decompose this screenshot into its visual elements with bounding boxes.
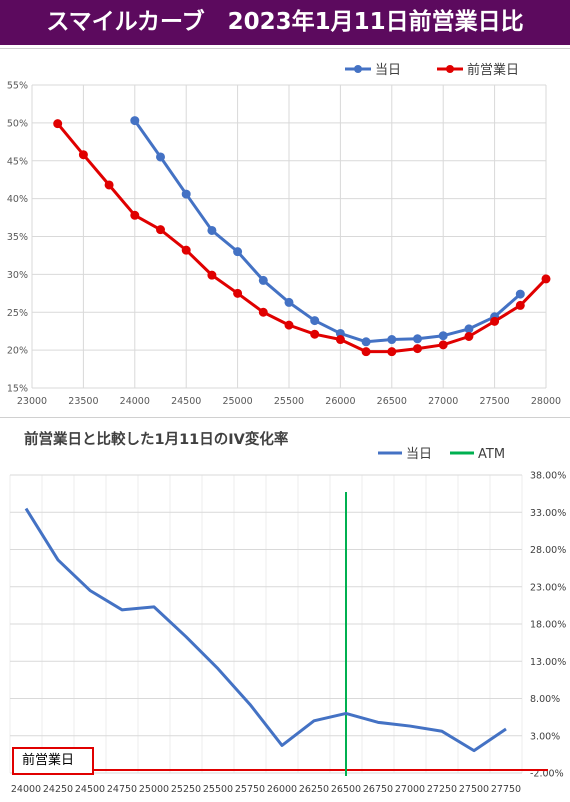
iv-change-line [24, 507, 507, 753]
series-prev-point [104, 180, 114, 190]
chart2-x-tick: 24250 [43, 784, 73, 795]
chart1-x-tick: 27500 [479, 396, 509, 407]
iv-change-panel: 前営業日と比較した1月11日のIV変化率 -2.00% 3.00% 8.00% 13.… [0, 420, 570, 802]
series-today-point [156, 152, 165, 162]
smile-curve-panel: 23000 23500 24000 24500 25000 25500 26000 26500… [0, 48, 570, 418]
smile-curve-chart: 23000 23500 24000 24500 25000 25500 26000 26500… [7, 62, 561, 407]
legend-label: ATM [478, 447, 505, 462]
chart1-y-tick: 35% [7, 232, 28, 243]
chart1-y-tick: 20% [7, 346, 28, 357]
chart2-x-tick: 26000 [267, 784, 297, 795]
legend-swatch-marker [446, 65, 454, 73]
series-today-point [284, 297, 294, 307]
chart1-gridlines [31, 84, 547, 389]
chart1-x-tick: 28000 [531, 396, 561, 407]
series-today-point [361, 337, 371, 347]
iv-change-chart-title: 前営業日と比較した1月11日のIV変化率 [24, 432, 289, 448]
legend-label: 前営業日 [467, 62, 519, 78]
series-today-point [258, 275, 268, 285]
series-today-point [233, 247, 243, 257]
series-today-point [515, 289, 525, 299]
chart1-y-tick: 15% [7, 384, 28, 395]
chart2-y-tick: 18.00% [530, 620, 566, 631]
iv-change-chart: -2.00% 3.00% 8.00% 13.00% 18.00% 23.00% 28.00%… [9, 447, 566, 795]
chart2-x-tick: 25500 [203, 784, 233, 795]
chart2-y-tick: 8.00% [530, 694, 560, 705]
chart2-y-tick: 23.00% [530, 582, 566, 593]
chart2-y-tick: 13.00% [530, 657, 566, 668]
chart1-x-tick: 24000 [120, 396, 150, 407]
chart1-x-tick: 25500 [274, 396, 304, 407]
chart2-gridlines [9, 474, 523, 774]
series-today-line [133, 119, 522, 344]
series-prev-point [53, 119, 63, 129]
series-prev-point [541, 274, 551, 284]
series-prev-point [515, 300, 525, 310]
chart2-x-tick: 25250 [171, 784, 201, 795]
series-today-point [310, 316, 320, 326]
chart1-y-tick: 45% [7, 156, 28, 167]
chart2-x-tick: 26750 [363, 784, 393, 795]
series-today-point [438, 331, 448, 341]
series-today-point [387, 335, 397, 345]
chart2-x-tick: 26500 [331, 784, 361, 795]
chart1-x-tick: 23500 [68, 396, 98, 407]
series-prev-point [310, 329, 320, 339]
chart2-x-tick: 27750 [491, 784, 521, 795]
series-today-point [413, 334, 422, 344]
series-prev-point [490, 316, 500, 326]
chart1-x-tick: 23000 [17, 396, 47, 407]
series-prev-point [181, 245, 191, 255]
series-prev-line [56, 122, 548, 354]
chart1-y-tick: 40% [7, 194, 28, 205]
chart2-x-tick: 26250 [299, 784, 329, 795]
chart2-x-tick: 27250 [427, 784, 457, 795]
series-prev-point [387, 347, 397, 357]
series-prev-point [233, 288, 243, 298]
series-prev-point [207, 270, 217, 280]
chart1-y-tick: 30% [7, 270, 28, 281]
series-prev-point [335, 335, 345, 345]
page-title: スマイルカーブ 2023年1月11日前営業日比 [0, 0, 570, 45]
chart2-x-tick: 27000 [395, 784, 425, 795]
chart1-x-tick: 24500 [171, 396, 201, 407]
chart2-y-tick: 3.00% [530, 731, 560, 742]
chart1-x-tick: 26500 [377, 396, 407, 407]
legend-swatch-marker [354, 65, 362, 73]
chart2-y-tick: 33.00% [530, 508, 566, 519]
series-prev-point [258, 307, 268, 317]
series-prev-point [413, 344, 422, 354]
chart2-x-tick: 24500 [75, 784, 105, 795]
series-prev-point [464, 331, 474, 341]
chart2-y-tick: 38.00% [530, 471, 566, 482]
chart1-y-tick: 55% [7, 81, 28, 92]
series-today-point [464, 324, 474, 334]
series-today-point [130, 116, 140, 126]
chart2-x-tick: 24750 [107, 784, 137, 795]
series-prev-point [361, 347, 371, 357]
chart1-x-tick: 26000 [325, 396, 355, 407]
chart1-y-tick: 50% [7, 118, 28, 129]
series-today-point [207, 225, 217, 235]
chart2-x-tick: 27500 [459, 784, 489, 795]
chart1-y-tick: 25% [7, 308, 28, 319]
series-prev-point [156, 225, 165, 235]
legend-label: 当日 [375, 63, 401, 78]
baseline-label: 前営業日 [12, 747, 94, 775]
chart2-y-tick: 28.00% [530, 545, 566, 556]
series-prev-point [78, 150, 88, 160]
series-prev-point [130, 210, 140, 220]
series-today-point [181, 189, 191, 199]
chart2-y-tick: -2.00% [530, 769, 564, 780]
chart2-x-tick: 25750 [235, 784, 265, 795]
chart2-x-tick: 25000 [139, 784, 169, 795]
series-prev-point [284, 320, 294, 330]
series-prev-point [438, 340, 448, 350]
chart1-x-tick: 25000 [222, 396, 252, 407]
chart1-x-tick: 27000 [428, 396, 458, 407]
legend-label: 当日 [406, 447, 432, 462]
chart2-x-tick: 24000 [11, 784, 41, 795]
